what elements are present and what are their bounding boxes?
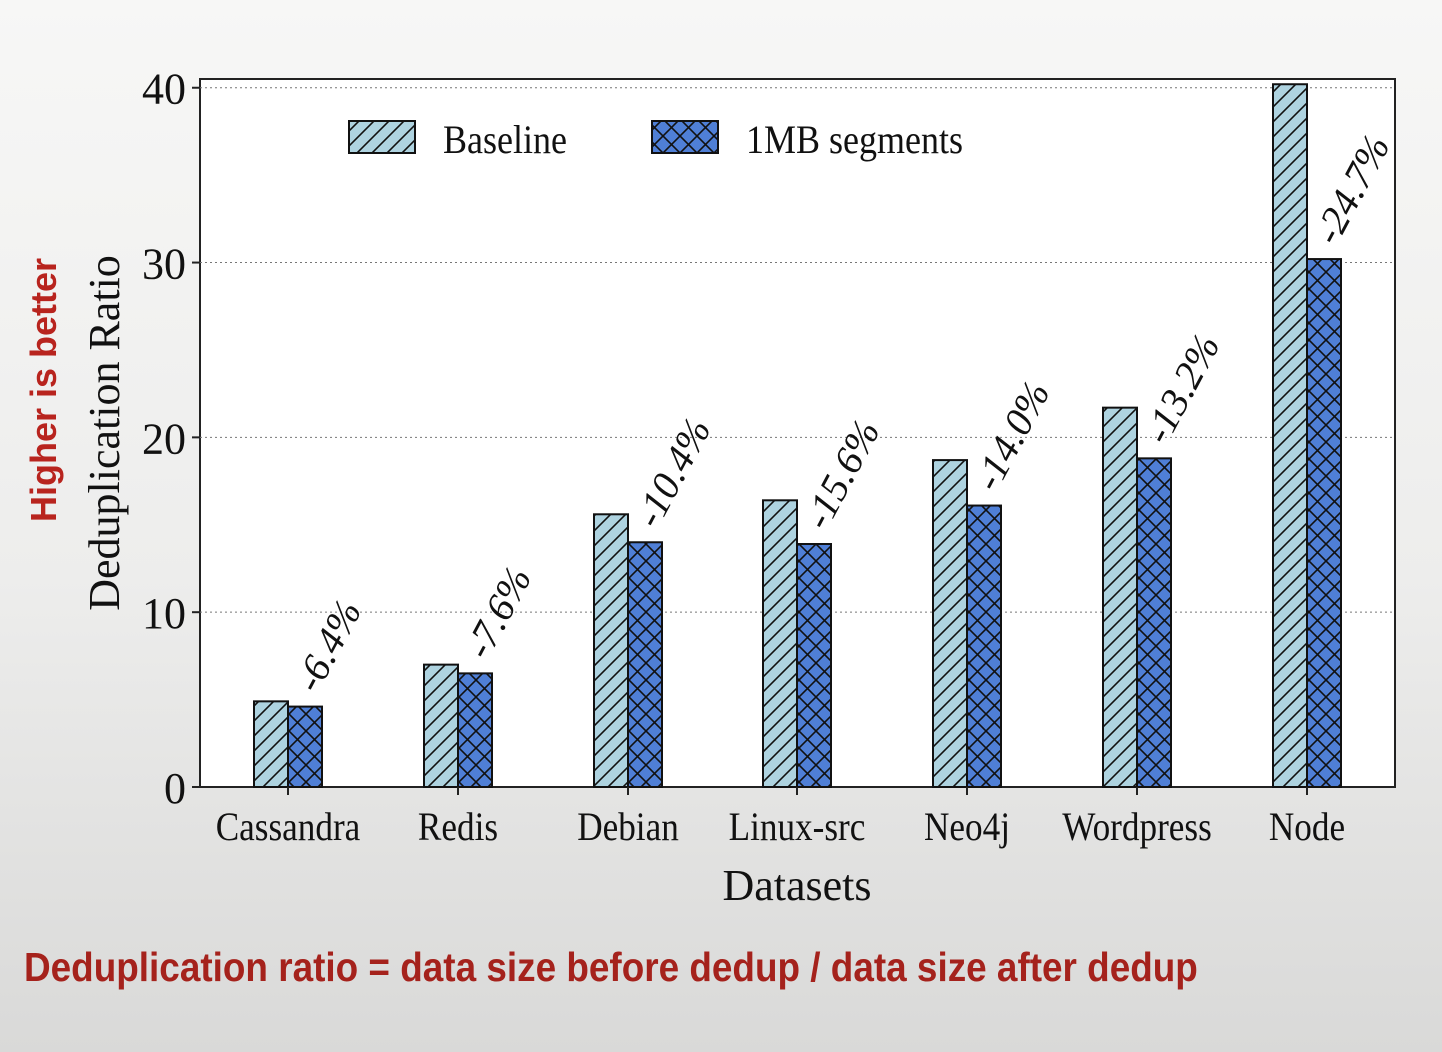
y-tick-label: 10: [142, 589, 186, 638]
segments-bar-hatch: [627, 541, 663, 789]
x-tick-label: Redis: [418, 805, 498, 850]
y-tick-label: 20: [142, 414, 186, 463]
legend: Baseline 1MB segments: [348, 118, 963, 162]
baseline-bar-hatch: [1102, 406, 1138, 788]
dedup-ratio-definition: Deduplication ratio = data size before d…: [24, 944, 1198, 990]
baseline-bar-hatch: [593, 513, 629, 788]
legend-label-segments: 1MB segments: [746, 118, 963, 162]
x-tick-label: Debian: [577, 805, 679, 850]
grid-lines: [200, 87, 1395, 613]
segments-bar-hatch: [966, 504, 1002, 788]
y-axis-title: Deduplication Ratio: [80, 255, 129, 611]
segments-bar-hatch: [287, 705, 323, 789]
y-tick-label: 30: [142, 240, 186, 289]
x-axis-title: Datasets: [722, 861, 871, 910]
baseline-bar-hatch: [762, 499, 798, 788]
y-tick-label: 0: [164, 764, 186, 813]
baseline-bar-hatch: [1272, 83, 1308, 788]
y-tick-label: 40: [142, 65, 186, 114]
legend-swatch-baseline-hatch: [348, 120, 416, 154]
segments-bar-hatch: [457, 672, 493, 788]
baseline-bar-hatch: [423, 663, 459, 789]
legend-label-baseline: Baseline: [443, 118, 567, 162]
x-tick-label: Node: [1269, 805, 1345, 850]
axes: 0 10 20 30 40 Cassandra Redis Debian Linux-src Ne…: [142, 65, 1345, 850]
baseline-bar-hatch: [932, 459, 968, 788]
x-tick-label: Linux-src: [729, 805, 866, 850]
segments-bar-hatch: [796, 543, 832, 788]
baseline-bar-hatch: [253, 700, 289, 789]
higher-is-better-note: Higher is better: [23, 257, 64, 523]
segments-bar-hatch: [1306, 258, 1342, 788]
x-tick-label: Wordpress: [1062, 805, 1212, 850]
bars: [253, 83, 1342, 789]
legend-swatch-segments-hatch: [651, 120, 719, 154]
segments-bar-hatch: [1136, 457, 1172, 788]
x-tick-label: Neo4j: [924, 805, 1010, 850]
x-tick-label: Cassandra: [216, 805, 361, 850]
